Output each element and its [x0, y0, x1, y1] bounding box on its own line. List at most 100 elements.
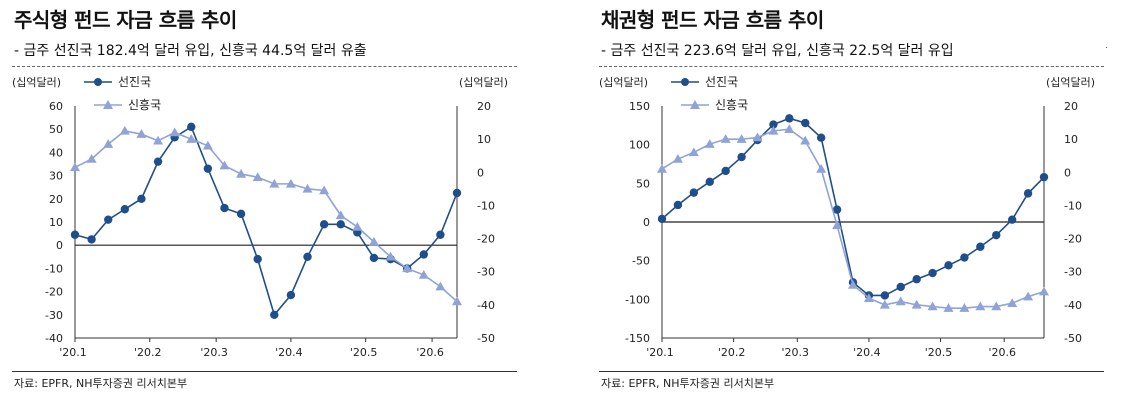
legend-marker	[690, 100, 700, 109]
bottom-divider	[599, 371, 1104, 372]
series-line-advanced	[661, 117, 1045, 297]
data-point	[943, 303, 954, 312]
legend-marker	[681, 78, 689, 86]
left-tick-label: 40	[49, 146, 63, 159]
data-point	[863, 293, 874, 302]
title-divider	[599, 66, 1104, 67]
data-point	[737, 152, 746, 162]
data-point	[253, 254, 262, 264]
right-tick-label: -40	[1064, 299, 1082, 312]
right-tick-label: -20	[1064, 233, 1082, 246]
data-point	[960, 253, 969, 262]
x-tick-label: '20.2	[134, 346, 162, 359]
data-point	[673, 200, 683, 210]
data-point	[385, 251, 396, 261]
legend-marker	[103, 100, 113, 109]
data-point	[269, 178, 280, 188]
data-point	[768, 125, 779, 135]
x-tick-label: '20.5	[925, 346, 953, 359]
left-tick-label: 100	[629, 139, 650, 152]
left-tick-label: 20	[49, 193, 63, 206]
right-tick-label: -10	[477, 199, 495, 212]
data-point	[705, 177, 714, 186]
data-point	[657, 214, 667, 224]
right-tick-label: -20	[477, 233, 495, 246]
right-tick-label: -30	[477, 266, 495, 279]
left-tick-label: 0	[56, 239, 63, 252]
data-point	[912, 275, 921, 284]
data-point	[104, 215, 113, 224]
left-tick-label: -30	[45, 309, 63, 322]
data-point	[153, 135, 164, 145]
left-tick-label: -150	[625, 332, 650, 345]
x-tick-label: '20.3	[782, 346, 810, 359]
data-point	[169, 127, 180, 137]
left-tick-label: -40	[45, 332, 63, 345]
data-point	[879, 299, 890, 309]
data-point	[816, 133, 826, 142]
data-point	[689, 188, 699, 197]
right-tick-label: -40	[477, 299, 495, 312]
data-point	[87, 235, 96, 244]
x-tick-label: '20.5	[350, 346, 378, 359]
data-point	[848, 279, 858, 289]
right-tick-label: 0	[477, 166, 484, 179]
data-point	[1023, 291, 1034, 301]
right-tick-label: 10	[477, 133, 491, 146]
x-tick-label: '20.4	[275, 346, 303, 359]
right-tick-label: -50	[1064, 332, 1082, 345]
data-point	[896, 282, 905, 292]
data-point	[319, 220, 329, 229]
data-point	[203, 164, 213, 173]
data-point	[402, 263, 413, 273]
series-line-emerging	[74, 129, 458, 303]
right-tick-label: -30	[1064, 266, 1082, 279]
data-point	[436, 230, 445, 239]
source-note: 자료: EPFR, NH투자증권 리서치본부	[601, 377, 775, 390]
data-point	[1007, 298, 1018, 307]
left-tick-label: 50	[49, 123, 63, 136]
data-point	[153, 157, 163, 166]
title-divider	[12, 66, 517, 67]
left-tick-label: 50	[636, 177, 650, 190]
data-point	[1007, 215, 1017, 224]
data-point	[119, 125, 130, 135]
equity-fund-flow-panel: 주식형 펀드 자금 흐름 추이 - 금주 선진국 182.4억 달러 유입, 신…	[12, 0, 532, 401]
data-point	[975, 301, 986, 311]
left-tick-label: 30	[49, 170, 63, 183]
x-tick-label: '20.6	[988, 346, 1016, 359]
data-point	[202, 140, 213, 150]
legend-label: 선진국	[705, 75, 738, 89]
data-point	[70, 230, 80, 239]
data-point	[752, 132, 763, 142]
data-point	[1023, 189, 1033, 198]
chart-subtitle: - 금주 선진국 182.4억 달러 유입, 신흥국 44.5억 달러 유출	[14, 43, 367, 59]
left-tick-label: -10	[45, 262, 63, 275]
data-point	[336, 220, 345, 229]
data-point	[959, 303, 970, 312]
data-point	[769, 120, 778, 129]
left-tick-label: 0	[643, 216, 650, 229]
x-tick-label: '20.4	[853, 346, 881, 359]
left-tick-label: -50	[632, 255, 650, 268]
data-point	[319, 185, 330, 195]
data-point	[721, 166, 730, 176]
x-tick-label: '20.2	[718, 346, 746, 359]
data-point	[927, 301, 938, 311]
legend-label: 신흥국	[128, 98, 161, 112]
right-tick-label: -50	[477, 332, 495, 345]
data-point	[720, 134, 731, 143]
data-point	[672, 154, 683, 163]
data-point	[286, 290, 296, 300]
data-point	[220, 203, 229, 213]
data-point	[186, 134, 197, 143]
data-point	[992, 230, 1001, 240]
data-point	[70, 162, 80, 172]
source-note: 자료: EPFR, NH투자증권 리서치본부	[14, 377, 188, 390]
data-point	[736, 134, 747, 143]
data-point	[452, 296, 462, 306]
legend-marker	[94, 78, 102, 86]
data-point	[1039, 172, 1049, 182]
legend-label: 선진국	[118, 75, 151, 89]
bond-fund-flow-chart: (십억달러) (십억달러)-150-100-50050100150-50-40-3…	[599, 75, 1095, 359]
